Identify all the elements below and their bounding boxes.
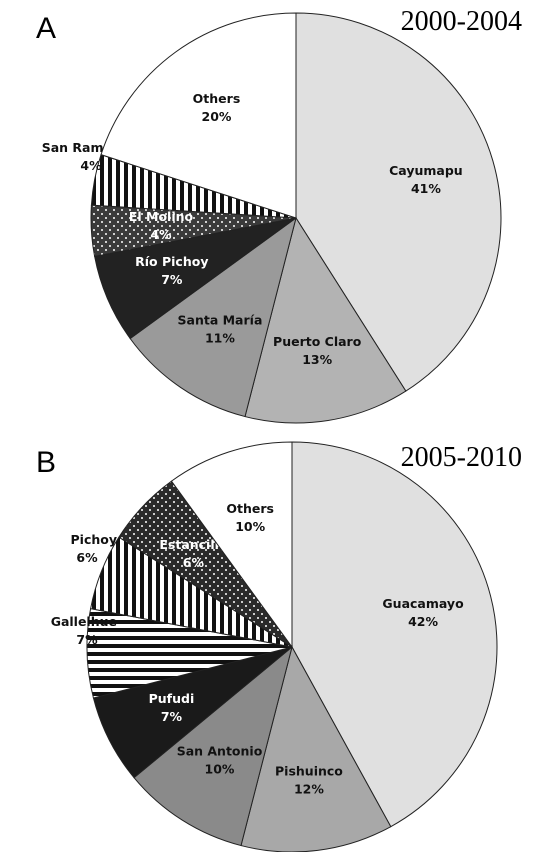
slice-label: Others — [193, 91, 241, 106]
panel-label: B — [36, 446, 56, 479]
slice-label: Pufudi — [149, 691, 195, 706]
panel-label: A — [36, 12, 56, 45]
pie-slice — [295, 12, 502, 392]
slice-label: Pichoy — [71, 532, 118, 547]
slice-label: Río Pichoy — [135, 254, 208, 269]
slice-label: El Molino — [129, 209, 194, 224]
pie-slice — [129, 216, 297, 418]
value-label: 13% — [302, 352, 332, 367]
value-label: 7% — [76, 632, 98, 647]
chart-title: 2005-2010 — [401, 442, 522, 473]
slice-label: San Antonio — [177, 744, 263, 759]
slice-label: Pishuinco — [275, 764, 343, 779]
slice-label: Puerto Claro — [273, 334, 362, 349]
pie-slice — [244, 216, 407, 424]
pie-slice — [170, 441, 293, 649]
value-label: 4% — [80, 158, 102, 173]
slice-label: Guacamayo — [382, 596, 464, 611]
slice-label: Gallelhue — [51, 614, 117, 629]
value-label: 7% — [161, 272, 183, 287]
value-label: 11% — [205, 330, 235, 345]
value-label: 10% — [205, 762, 235, 777]
value-label: 41% — [411, 181, 441, 196]
pie-slice — [133, 645, 293, 847]
chart-title: 2000-2004 — [401, 6, 522, 37]
slice-label: San Ramón — [42, 140, 121, 155]
value-label: 6% — [183, 555, 205, 570]
value-label: 10% — [235, 519, 265, 534]
value-label: 6% — [76, 550, 98, 565]
pie-slice — [100, 12, 297, 219]
value-label: 12% — [294, 782, 324, 797]
value-label: 20% — [202, 109, 232, 124]
value-label: 4% — [150, 227, 172, 242]
slice-label: Cayumapu — [389, 163, 463, 178]
slice-label: Others — [226, 501, 274, 516]
pie-slice — [240, 645, 392, 852]
slice-label: Santa María — [178, 312, 263, 327]
value-label: 7% — [161, 709, 183, 724]
slice-label: Estancilla — [159, 537, 227, 552]
value-label: 42% — [408, 614, 438, 629]
pie-slice — [291, 441, 498, 828]
